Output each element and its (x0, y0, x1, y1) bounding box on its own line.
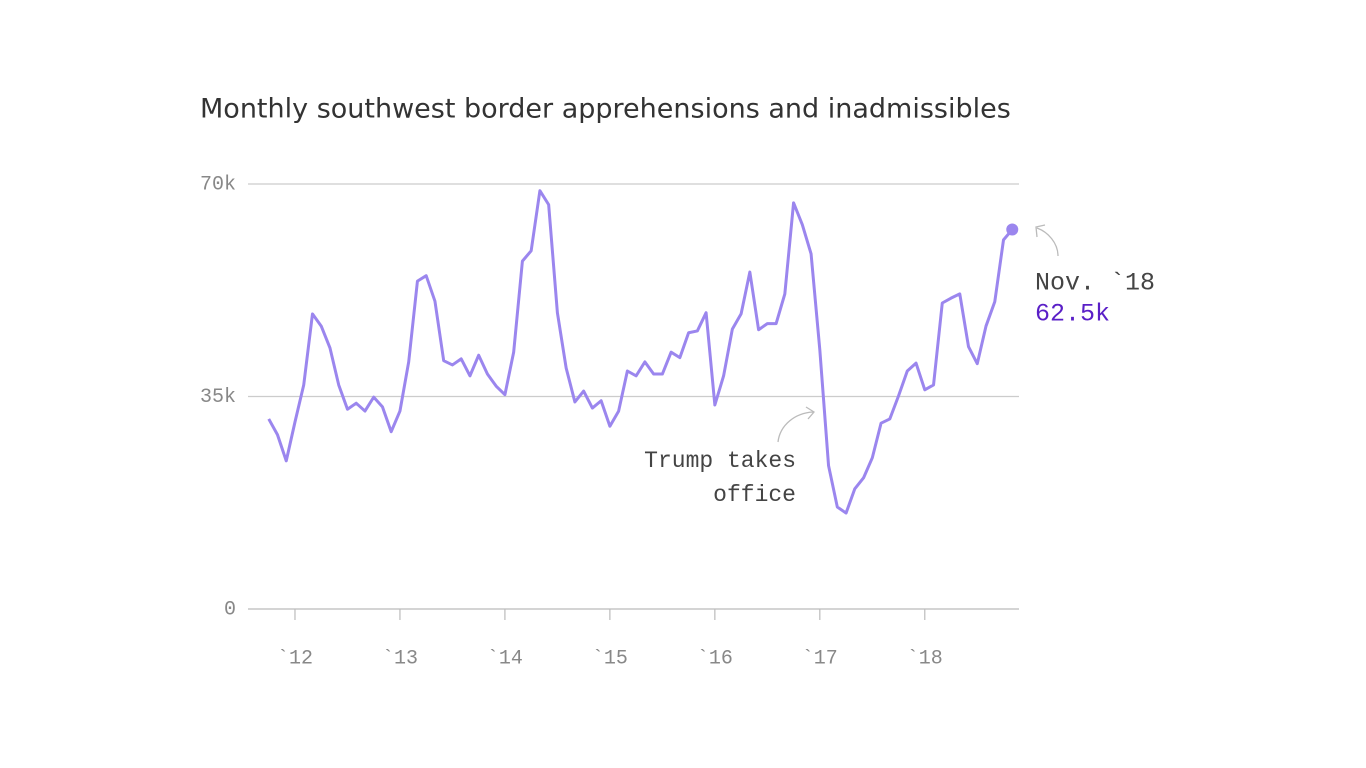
chart-title: Monthly southwest border apprehensions a… (200, 94, 1011, 125)
annotation: office (713, 482, 796, 508)
annotation-arrow (1035, 224, 1059, 257)
annotation: Nov. `18 (1035, 269, 1155, 298)
y-tick-label: 0 (224, 598, 236, 621)
x-tick-label: `18 (907, 647, 943, 670)
y-tick-label: 70k (200, 173, 236, 196)
x-tick-label: `15 (592, 647, 628, 670)
x-tick-label: `17 (802, 647, 838, 670)
annotation: Trump takes (644, 448, 796, 474)
end-point (1006, 223, 1019, 236)
y-tick-label: 35k (200, 386, 236, 409)
value-label: 62.5k (1035, 300, 1110, 329)
x-tick-label: `13 (382, 647, 418, 670)
annotation-arrow (777, 406, 815, 443)
x-tick-label: `14 (487, 647, 523, 670)
x-tick-label: `16 (697, 647, 733, 670)
data-line (267, 189, 1014, 515)
x-tick-label: `12 (277, 647, 313, 670)
